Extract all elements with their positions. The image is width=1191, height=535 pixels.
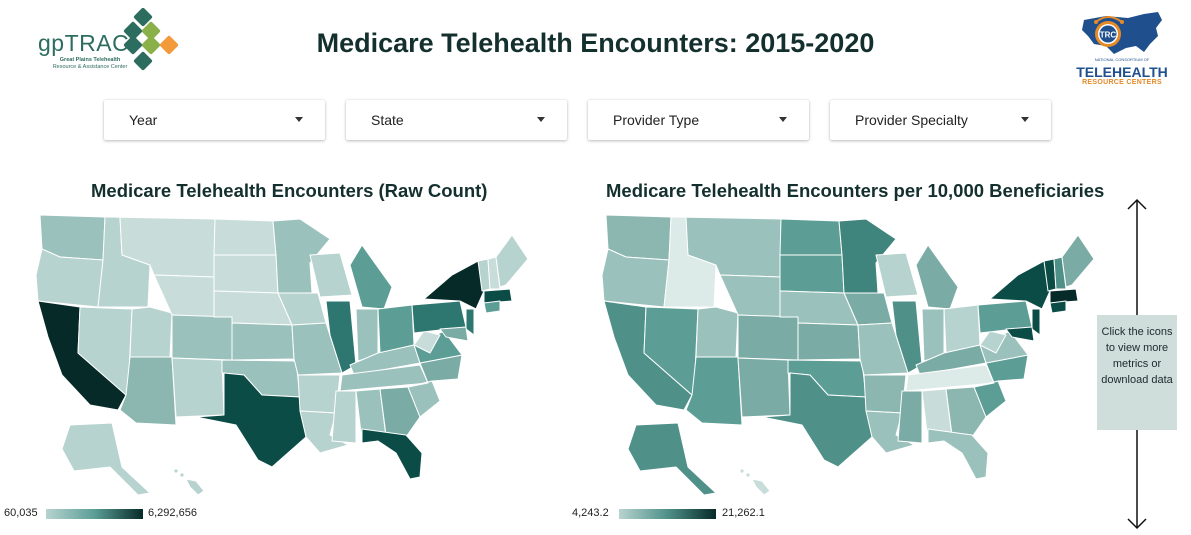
state-ar[interactable] <box>297 374 341 414</box>
state-fl[interactable] <box>927 428 989 480</box>
chevron-down-icon <box>779 117 787 122</box>
state-md[interactable] <box>1005 326 1035 342</box>
state-dropdown-label: State <box>371 112 404 128</box>
state-dropdown[interactable]: State <box>346 100 567 140</box>
state-fl[interactable] <box>361 428 423 480</box>
state-ks[interactable] <box>231 322 295 361</box>
year-dropdown-label: Year <box>129 112 158 128</box>
gptrac-wordmark: gpTRAC <box>38 30 130 56</box>
state-tx[interactable] <box>761 372 873 468</box>
state-wi[interactable] <box>309 252 353 298</box>
chevron-down-icon <box>295 117 303 122</box>
state-ak[interactable] <box>61 422 151 496</box>
trc-line-0: NATIONAL CONSORTIUM OF <box>1094 57 1150 62</box>
per-capita-legend-gradient <box>619 509 716 519</box>
trc-badge: TRC <box>1100 31 1117 40</box>
raw-count-choropleth-map[interactable] <box>0 205 545 505</box>
state-nd[interactable] <box>779 218 843 256</box>
raw-legend-gradient <box>46 509 143 519</box>
provider-specialty-dropdown[interactable]: Provider Specialty <box>830 100 1051 140</box>
state-ar[interactable] <box>863 374 907 414</box>
state-ms[interactable] <box>331 390 357 444</box>
raw-legend-min: 60,035 <box>4 507 38 519</box>
per-capita-choropleth-map[interactable] <box>566 205 1111 505</box>
state-ak[interactable] <box>627 422 717 496</box>
state-md[interactable] <box>439 326 469 342</box>
state-ut[interactable] <box>695 306 739 358</box>
per-capita-legend-min: 4,243.2 <box>572 507 609 519</box>
raw-legend-max: 6,292,656 <box>148 507 197 519</box>
info-note: Click the icons to view more metrics or … <box>1097 315 1177 430</box>
state-il[interactable] <box>891 300 923 374</box>
state-mi[interactable] <box>915 244 959 310</box>
state-ma[interactable] <box>483 288 513 304</box>
state-ct[interactable] <box>483 300 501 314</box>
state-tx[interactable] <box>195 372 307 468</box>
state-sd[interactable] <box>779 254 845 294</box>
state-in[interactable] <box>355 308 379 362</box>
state-nd[interactable] <box>213 218 277 256</box>
state-ct[interactable] <box>1049 300 1067 314</box>
state-wv[interactable] <box>979 330 1007 354</box>
us-map-logo-icon: TRC <box>1082 12 1162 54</box>
raw-count-map-title: Medicare Telehealth Encounters (Raw Coun… <box>91 180 488 201</box>
state-co[interactable] <box>737 314 799 361</box>
state-ut[interactable] <box>129 306 173 358</box>
state-wv[interactable] <box>413 330 441 354</box>
state-wi[interactable] <box>875 252 919 298</box>
state-ga[interactable] <box>379 386 421 438</box>
state-me[interactable] <box>1061 234 1095 288</box>
provider-specialty-dropdown-label: Provider Specialty <box>855 112 968 128</box>
state-nj[interactable] <box>465 308 475 336</box>
state-me[interactable] <box>495 234 529 288</box>
state-nj[interactable] <box>1031 308 1041 336</box>
gptrac-tagline-2: Resource & Assistance Center <box>52 64 128 70</box>
state-co[interactable] <box>171 314 233 361</box>
state-ms[interactable] <box>897 390 923 444</box>
chevron-down-icon <box>537 117 545 122</box>
trc-line-2: RESOURCE CENTERS <box>1082 79 1162 86</box>
state-mo[interactable] <box>857 322 909 376</box>
trc-line-1: TELEHEALTH <box>1076 64 1168 80</box>
state-ks[interactable] <box>797 322 861 361</box>
state-ga[interactable] <box>945 386 987 438</box>
state-mn[interactable] <box>838 218 897 294</box>
state-sd[interactable] <box>213 254 279 294</box>
state-hi[interactable] <box>751 478 771 496</box>
page-title: Medicare Telehealth Encounters: 2015-202… <box>316 28 875 58</box>
trc-logo: TRC NATIONAL CONSORTIUM OF TELEHEALTH RE… <box>1066 6 1176 90</box>
provider-type-dropdown-label: Provider Type <box>613 112 700 128</box>
gptrac-tagline-1: Great Plains Telehealth <box>59 57 121 63</box>
state-mn[interactable] <box>272 218 331 294</box>
state-nm[interactable] <box>171 357 225 418</box>
state-in[interactable] <box>921 308 945 362</box>
chevron-down-icon <box>1021 117 1029 122</box>
state-mo[interactable] <box>291 322 343 376</box>
state-ma[interactable] <box>1049 288 1079 304</box>
year-dropdown[interactable]: Year <box>104 100 325 140</box>
gptrac-logo: gpTRAC Great Plains Telehealth Resource … <box>36 8 178 76</box>
diamond-cluster-logo-icon <box>123 8 178 71</box>
provider-type-dropdown[interactable]: Provider Type <box>588 100 809 140</box>
state-il[interactable] <box>325 300 357 374</box>
state-hi[interactable] <box>185 478 205 496</box>
state-nm[interactable] <box>737 357 791 418</box>
per-capita-legend-max: 21,262.1 <box>722 507 765 519</box>
state-mi[interactable] <box>349 244 393 310</box>
per-capita-map-title: Medicare Telehealth Encounters per 10,00… <box>606 180 1105 201</box>
